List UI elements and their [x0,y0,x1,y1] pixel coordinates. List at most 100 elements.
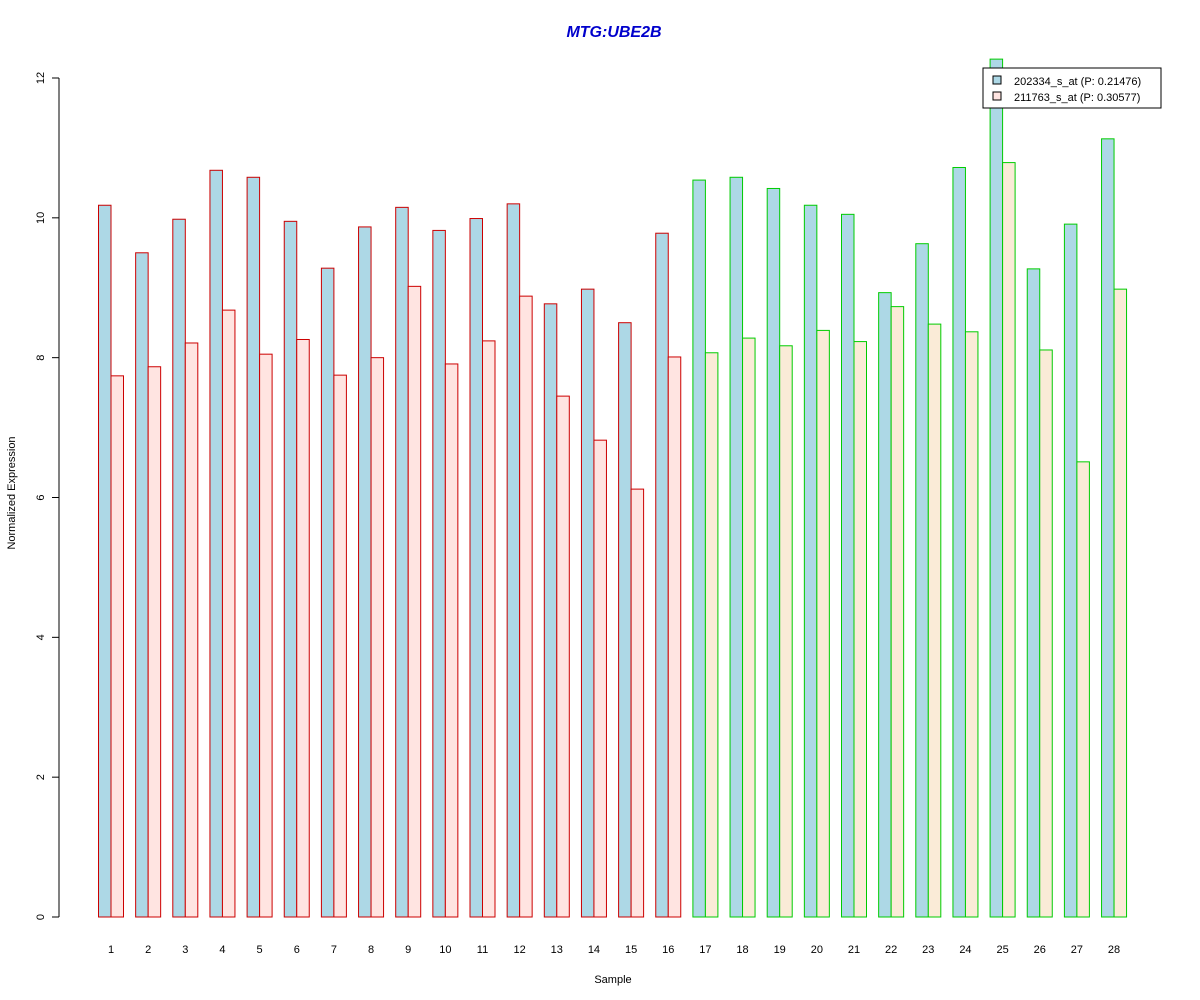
bar-series-2 [482,340,496,918]
y-tick-label: 0 [35,914,47,920]
bar-series-1 [803,204,818,918]
x-tick-label: 26 [1034,944,1046,956]
bar-series-1 [283,220,298,918]
bar-series-2 [1002,162,1016,918]
y-tick-label: 12 [35,72,47,84]
legend-swatch-series-1 [992,75,1002,85]
bar-series-1 [692,179,706,918]
x-tick-label: 15 [625,944,637,956]
x-tick-label: 9 [405,944,411,956]
bar-series-2 [370,357,385,918]
bar-series-2 [964,331,979,918]
x-axis-label: Sample [594,974,631,986]
y-tick-label: 2 [35,774,47,780]
bar-series-1 [1026,268,1041,918]
bar-series-1 [952,166,966,918]
y-tick-label: 8 [35,355,47,361]
bar-series-2 [1039,349,1053,918]
bar-series-2 [444,363,459,918]
legend-label-series-1: 202334_s_at (P: 0.21476) [1014,76,1141,88]
x-tick-label: 14 [588,944,600,956]
bar-series-1 [878,292,892,918]
bar-series-2 [1113,288,1128,918]
bar-series-2 [333,374,347,918]
x-tick-label: 24 [959,944,971,956]
bar-series-1 [395,206,409,918]
bar-series-1 [729,176,744,918]
bar-series-1 [841,213,855,918]
bar-series-2 [927,323,942,918]
bar-series-1 [655,232,669,918]
y-tick-label: 10 [35,212,47,224]
y-tick-label: 4 [35,634,47,640]
legend-label-series-2: 211763_s_at (P: 0.30577) [1014,92,1140,104]
chart-title: MTG:UBE2B [566,24,661,41]
x-tick-label: 21 [848,944,860,956]
legend-box [982,67,1162,109]
bar-series-1 [469,218,483,918]
x-tick-label: 12 [514,944,526,956]
x-tick-label: 5 [257,944,263,956]
bar-series-1 [98,204,112,918]
bar-series-2 [259,353,273,918]
bar-series-1 [1101,138,1115,918]
bar-series-2 [147,366,162,918]
bar-series-2 [593,439,607,918]
x-tick-label: 19 [774,944,786,956]
bar-series-2 [742,337,756,918]
x-tick-label: 28 [1108,944,1120,956]
bar-series-1 [915,243,929,918]
bar-series-1 [135,252,149,918]
x-tick-label: 25 [996,944,1008,956]
x-tick-label: 20 [811,944,823,956]
x-tick-label: 3 [182,944,188,956]
bar-series-1 [358,226,372,918]
bar-series-1 [618,322,632,918]
bar-series-1 [766,187,781,918]
legend-swatch-series-2 [992,91,1002,101]
bar-series-2 [184,342,199,918]
bar-series-1 [543,303,558,918]
x-tick-label: 1 [108,944,114,956]
x-tick-label: 16 [662,944,674,956]
legend: 202334_s_at (P: 0.21476) 211763_s_at (P:… [982,67,1162,109]
bar-series-2 [110,375,124,918]
bar-series-2 [890,306,905,918]
bar-series-1 [580,288,595,918]
x-tick-label: 8 [368,944,374,956]
x-tick-label: 2 [145,944,151,956]
x-tick-label: 23 [922,944,934,956]
x-tick-label: 11 [477,944,488,956]
bar-series-2 [556,395,570,918]
bar-series-2 [667,356,682,918]
bar-series-2 [407,285,422,918]
bar-series-2 [221,309,236,918]
bar-series-1 [432,229,446,918]
x-tick-label: 6 [294,944,300,956]
x-tick-label: 4 [219,944,225,956]
bar-series-2 [853,341,867,918]
bar-series-1 [989,58,1004,918]
x-tick-label: 13 [551,944,563,956]
bar-series-1 [1063,223,1078,918]
x-tick-label: 7 [331,944,337,956]
y-axis: 0 2 4 6 8 10 12 [35,72,60,920]
bar-series-2 [519,295,533,918]
x-tick-label: 18 [736,944,748,956]
x-tick-label: 27 [1071,944,1083,956]
bar-series-2 [816,329,830,918]
bar-series-2 [296,338,310,918]
x-tick-label: 17 [699,944,711,956]
bar-series-1 [320,267,335,918]
y-axis-label: Normalized Expression [6,436,18,549]
bar-series-2 [779,345,793,918]
bar-series-1 [506,203,521,918]
bar-series-1 [209,169,223,918]
x-tick-label: 22 [885,944,897,956]
bar-series-2 [704,352,719,918]
bar-series-2 [1076,461,1090,918]
y-tick-label: 6 [35,494,47,500]
bar-series-1 [246,176,261,918]
x-tick-label: 10 [439,944,451,956]
